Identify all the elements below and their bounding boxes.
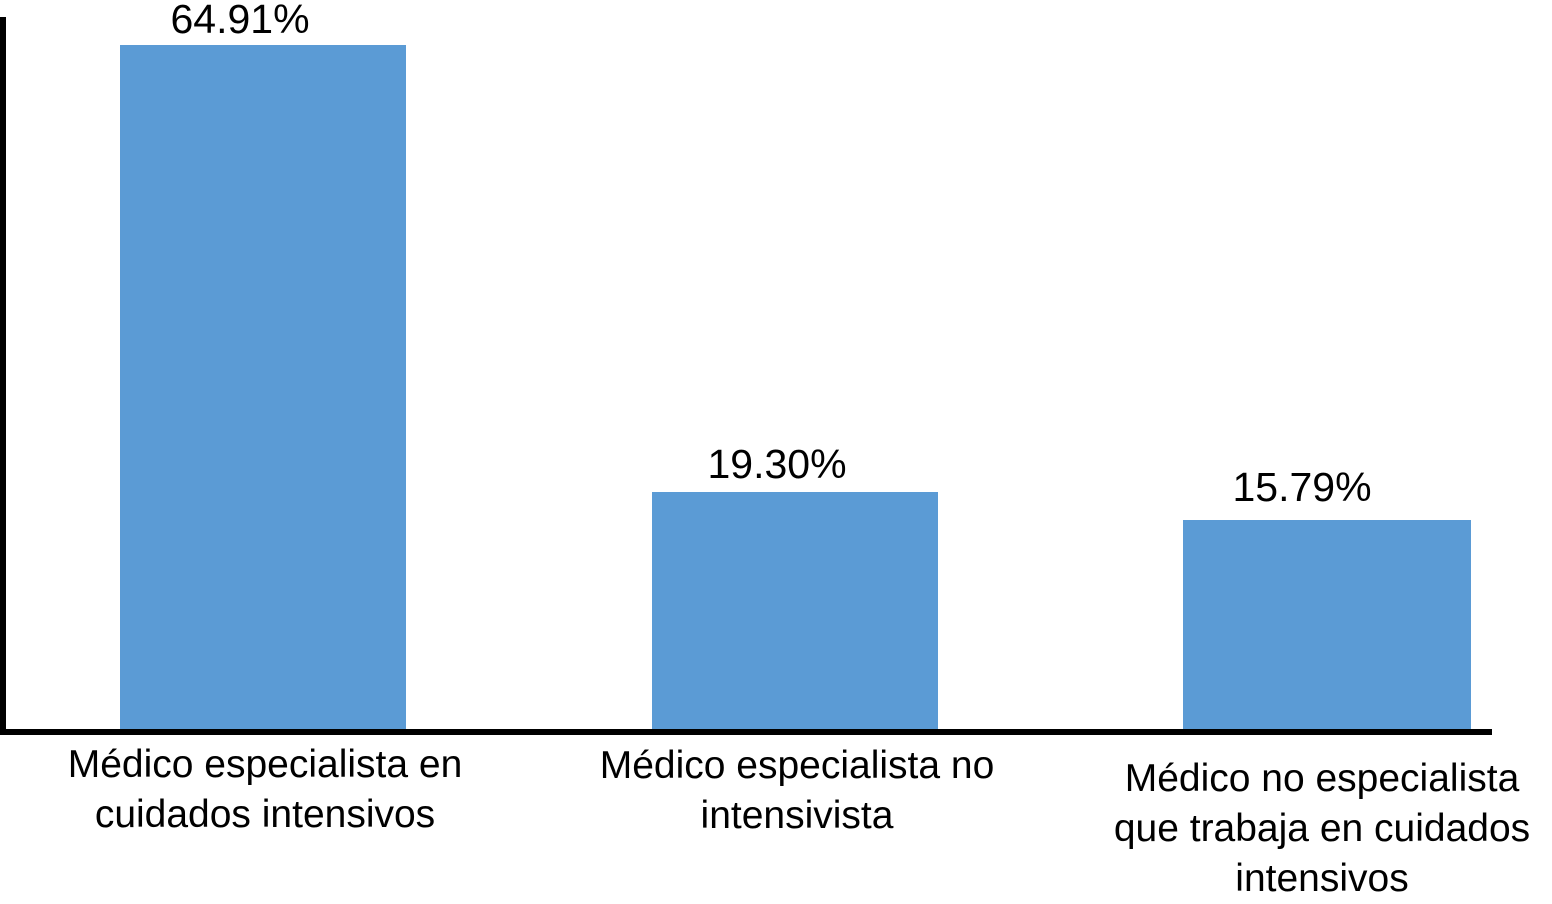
bar-value-label: 64.91%: [170, 0, 310, 42]
y-axis-line: [0, 17, 6, 735]
bar: [1183, 520, 1471, 729]
bar: [120, 45, 406, 729]
category-label: Médico especialista no intensivista: [599, 744, 995, 837]
bar: [652, 492, 938, 729]
x-axis-line: [0, 729, 1492, 735]
bar-value-label: 19.30%: [707, 441, 847, 487]
category-label: Médico no especialista que trabaja en cu…: [1113, 757, 1531, 900]
bar-value-label: 15.79%: [1232, 464, 1372, 510]
category-label: Médico especialista en cuidados intensiv…: [67, 743, 463, 836]
